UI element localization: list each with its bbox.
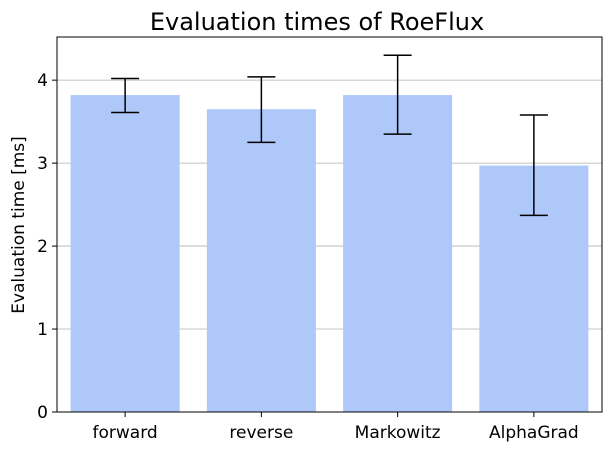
y-tick-label-3: 3 (37, 154, 48, 174)
bar-forward (70, 95, 180, 412)
error-bar-reverse (247, 76, 276, 144)
bar-reverse (206, 109, 316, 413)
y-axis-label: Evaluation time [ms] (9, 136, 29, 314)
x-tick-label-markowitz: Markowitz (355, 423, 441, 443)
y-tick-label-0: 0 (37, 403, 48, 423)
y-tick-label-1: 1 (37, 320, 48, 340)
tick-labels: 0 1 2 3 4 forward reverse Markowitz AlphaGrad (37, 71, 579, 443)
error-bar-markowitz (383, 54, 412, 135)
x-tick-label-reverse: reverse (229, 423, 293, 443)
plot-frame (56, 36, 603, 413)
chart-title: Evaluation times of RoeFlux (150, 8, 484, 36)
error-bars (111, 54, 548, 217)
error-bar-forward (111, 77, 140, 114)
error-bar-alphagrad (519, 114, 548, 217)
y-tick-label-4: 4 (37, 71, 48, 91)
y-tick-label-2: 2 (37, 237, 48, 257)
bar-markowitz (343, 95, 453, 412)
axes (52, 36, 603, 417)
x-tick-label-alphagrad: AlphaGrad (489, 423, 579, 443)
bars (70, 95, 589, 413)
x-tick-label-forward: forward (93, 423, 158, 443)
